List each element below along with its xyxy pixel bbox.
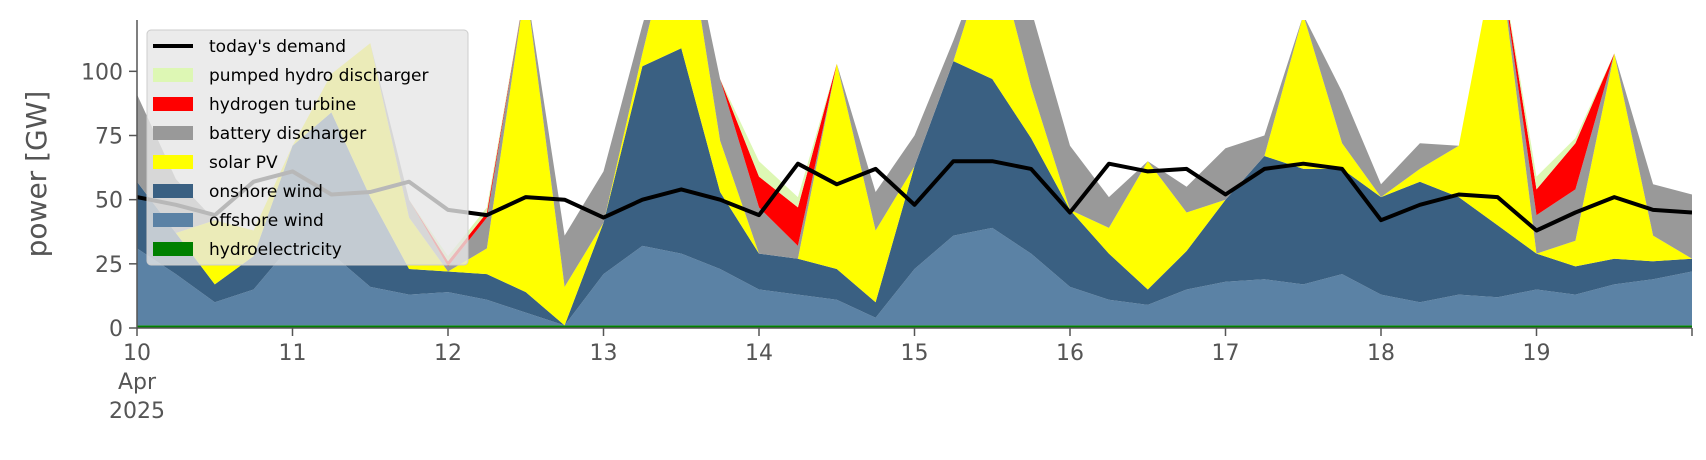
- legend-label: pumped hydro discharger: [209, 66, 428, 86]
- area-battery-discharger: [137, 20, 1692, 287]
- legend-label: offshore wind: [209, 211, 324, 231]
- x-tick-label: 10 Apr 2025: [109, 341, 165, 424]
- x-tick-label: 11: [279, 341, 307, 366]
- legend-label: battery discharger: [209, 124, 366, 144]
- legend-swatch: [153, 155, 193, 169]
- x-tick-label: 13: [590, 341, 618, 366]
- y-tick-label: 0: [109, 317, 123, 342]
- y-ticks: 0 25 50 75 100: [81, 60, 137, 342]
- legend-swatch: [153, 213, 193, 227]
- legend-label: today's demand: [209, 37, 346, 57]
- x-tick-label: 15: [901, 341, 929, 366]
- x-tick-label: 19: [1523, 341, 1551, 366]
- x-ticks: 10 Apr 2025 11 12 13 14 15 16 17 18 19: [109, 328, 1693, 424]
- y-tick-label: 25: [95, 253, 123, 278]
- x-tick-label: 16: [1056, 341, 1084, 366]
- x-tick-label: 18: [1367, 341, 1395, 366]
- y-tick-label: 50: [95, 189, 123, 214]
- y-tick-label: 100: [81, 60, 123, 85]
- x-tick-label: 14: [745, 341, 773, 366]
- x-tick-label: 12: [434, 341, 462, 366]
- x-tick-label: 17: [1212, 341, 1240, 366]
- legend-label: hydrogen turbine: [209, 95, 356, 115]
- y-tick-label: 75: [95, 125, 123, 150]
- legend: today's demand pumped hydro discharger hyd…: [146, 29, 469, 266]
- y-axis-title: power [GW]: [20, 91, 53, 258]
- legend-box: [146, 29, 469, 266]
- area-offshore-wind: [137, 227, 1692, 326]
- legend-swatch: [153, 126, 193, 140]
- legend-swatch: [153, 184, 193, 198]
- legend-swatch: [153, 68, 193, 82]
- legend-label: hydroelectricity: [209, 240, 342, 260]
- legend-swatch: [153, 97, 193, 111]
- legend-swatch: [153, 242, 193, 256]
- legend-label: solar PV: [209, 153, 278, 173]
- area-onshore-wind: [137, 48, 1692, 326]
- area-solar-pv: [137, 20, 1692, 326]
- legend-label: onshore wind: [209, 182, 323, 202]
